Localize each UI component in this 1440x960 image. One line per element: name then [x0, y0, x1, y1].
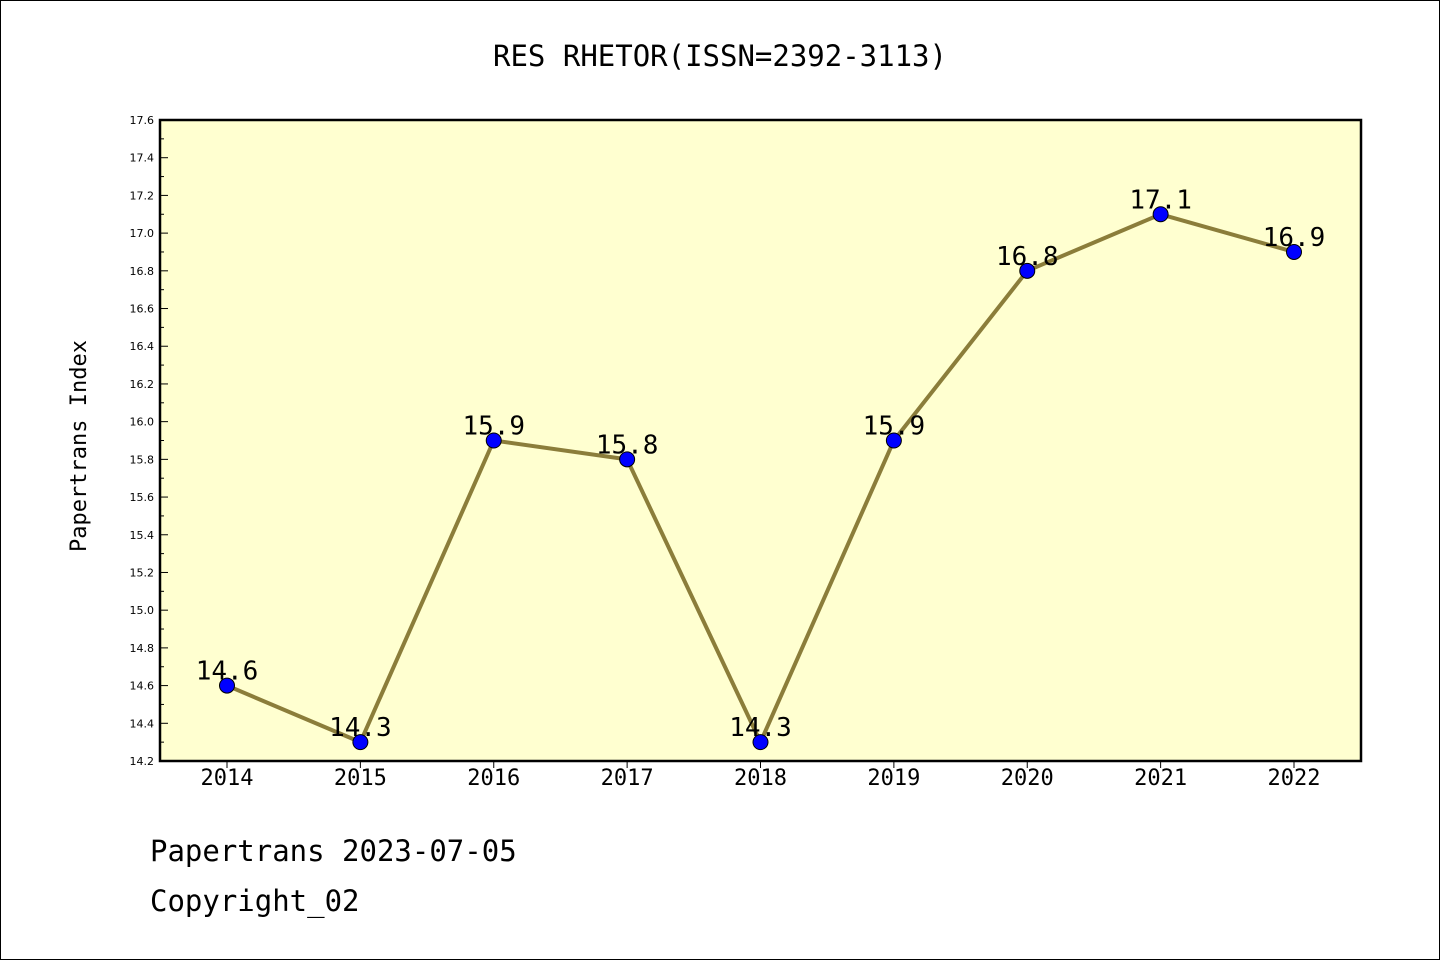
chart-title: RES RHETOR(ISSN=2392-3113)	[493, 39, 947, 73]
y-tick-label: 16.6	[130, 303, 155, 316]
y-tick-label: 15.8	[130, 453, 155, 466]
y-tick-label: 16.0	[130, 416, 155, 429]
data-point	[619, 451, 636, 468]
y-tick-label: 15.4	[130, 529, 155, 542]
data-point	[1019, 262, 1036, 279]
data-labels: 14.6 14.3 15.9 15.8 14.3 15.9 16.8 17.1 16.9	[196, 185, 1326, 743]
x-tick-label: 2018	[734, 766, 787, 791]
x-tick-label: 2014	[201, 766, 254, 791]
data-label: 15.8	[596, 430, 659, 460]
y-tick-label: 14.6	[130, 680, 155, 693]
x-tick-label: 2021	[1134, 766, 1187, 791]
y-tick-label: 16.8	[130, 265, 155, 278]
data-point	[485, 432, 502, 449]
y-tick-label: 14.4	[130, 717, 155, 730]
y-axis-label: Papertrans Index	[67, 340, 92, 552]
y-tick-label: 17.4	[130, 152, 155, 165]
data-point	[1286, 243, 1302, 260]
x-tick-label: 2022	[1268, 766, 1321, 791]
x-axis: 2014 2015 2016 2017 2018 2019 2020 2021 2022	[201, 761, 1321, 791]
y-tick-label: 17.0	[130, 227, 155, 240]
y-tick-label: 17.2	[130, 189, 155, 202]
data-point	[1152, 206, 1169, 223]
y-tick-label: 16.2	[130, 378, 155, 391]
data-label: 17.1	[1129, 185, 1192, 215]
data-label: 15.9	[863, 412, 926, 442]
y-tick-label: 15.6	[130, 491, 155, 504]
data-label: 14.3	[329, 713, 392, 743]
data-markers	[219, 206, 1302, 751]
footer-copyright-text: Copyright_02	[150, 884, 360, 918]
plot-area	[158, 118, 1363, 763]
x-tick-label: 2017	[601, 766, 654, 791]
footer-date-text: Papertrans 2023-07-05	[150, 834, 517, 868]
x-tick-label: 2020	[1001, 766, 1054, 791]
y-tick-label: 15.2	[130, 566, 155, 579]
data-label: 16.9	[1263, 223, 1326, 253]
y-tick-label: 15.0	[130, 604, 155, 617]
data-label: 14.6	[196, 657, 259, 687]
data-point	[885, 432, 902, 449]
data-point	[752, 734, 769, 751]
data-point	[352, 734, 369, 751]
y-tick-label: 17.6	[130, 114, 155, 127]
x-tick-label: 2015	[334, 766, 387, 791]
x-tick-label: 2019	[867, 766, 920, 791]
y-axis: 14.2 14.4 14.6 14.8 15.0 15.2 15.4 15.6 15.8 16.0…	[130, 114, 168, 768]
y-tick-label: 14.2	[130, 755, 155, 768]
data-label: 14.3	[729, 713, 792, 743]
data-label: 16.8	[996, 242, 1059, 272]
data-point	[219, 677, 235, 694]
y-tick-label: 16.4	[130, 340, 155, 353]
y-tick-label: 14.8	[130, 642, 155, 655]
data-label: 15.9	[462, 412, 525, 442]
x-tick-label: 2016	[467, 766, 520, 791]
